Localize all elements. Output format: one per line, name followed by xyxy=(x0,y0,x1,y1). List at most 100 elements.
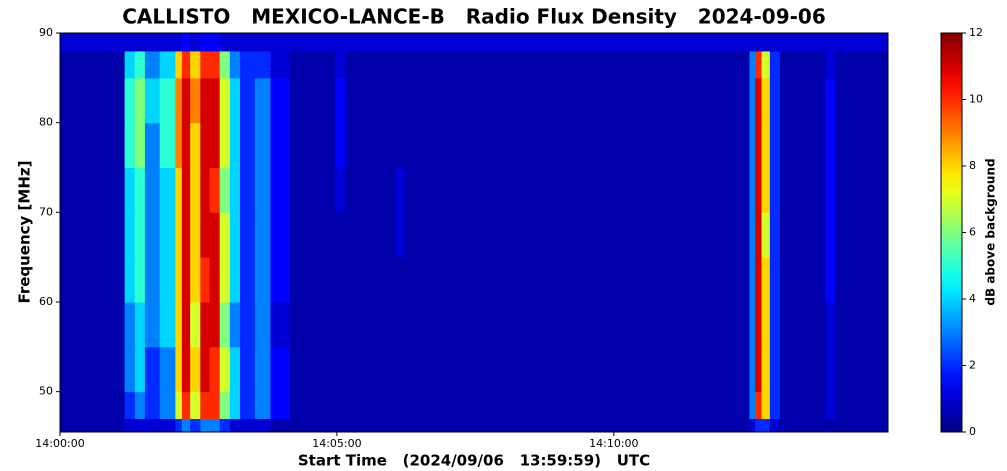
heatmap-cell xyxy=(159,346,176,393)
heatmap-cell xyxy=(755,167,763,213)
heatmap-cell xyxy=(395,33,406,52)
heatmap-cell xyxy=(134,301,146,348)
heatmap-cell xyxy=(200,50,211,79)
heatmap-cell xyxy=(124,50,136,79)
colorbar-tick-label: 12 xyxy=(969,26,983,39)
heatmap-cell xyxy=(124,391,136,420)
heatmap-cell xyxy=(270,122,291,168)
heatmap-cell xyxy=(219,212,231,258)
heatmap-cell xyxy=(755,50,763,79)
heatmap-cell xyxy=(175,33,183,52)
heatmap-cell xyxy=(335,122,346,168)
heatmap-cell xyxy=(755,77,763,124)
heatmap-cell xyxy=(219,77,231,124)
heatmap-cell xyxy=(755,391,763,420)
heatmap-cell xyxy=(124,257,136,303)
heatmap-cell xyxy=(780,418,826,433)
heatmap-cell xyxy=(395,122,406,168)
heatmap-cell xyxy=(270,33,291,52)
heatmap-cell xyxy=(209,257,221,303)
heatmap-cell xyxy=(240,212,256,258)
heatmap-cell xyxy=(229,212,241,258)
heatmap-cell xyxy=(229,50,241,79)
heatmap-cell xyxy=(345,301,396,348)
heatmap-cell xyxy=(835,418,889,433)
x-tick-label: 14:00:00 xyxy=(35,437,84,450)
heatmap-cell xyxy=(60,212,126,258)
heatmap-cell xyxy=(181,212,191,258)
heatmap-cell xyxy=(134,418,146,433)
heatmap-cell xyxy=(780,167,826,213)
heatmap-cell xyxy=(144,212,161,258)
heatmap-cell xyxy=(345,33,396,52)
heatmap-cell xyxy=(749,77,756,124)
heatmap-cell xyxy=(60,122,126,168)
heatmap-cell xyxy=(395,418,406,433)
heatmap-cell xyxy=(755,301,763,348)
heatmap-cell xyxy=(335,418,346,433)
heatmap-cell xyxy=(159,418,176,433)
y-tick-label: 80 xyxy=(39,116,53,129)
heatmap-cell xyxy=(254,122,271,168)
heatmap-cell xyxy=(405,33,751,52)
heatmap-cell xyxy=(289,346,336,393)
heatmap-cell xyxy=(395,77,406,124)
heatmap-cell xyxy=(219,418,231,433)
colorbar-tick-label: 2 xyxy=(969,359,976,372)
heatmap-cell xyxy=(345,50,396,79)
heatmap-cell xyxy=(749,167,756,213)
heatmap-cell xyxy=(175,418,183,433)
heatmap-cell xyxy=(209,346,221,393)
heatmap-cell xyxy=(175,391,183,420)
heatmap-cell xyxy=(181,167,191,213)
heatmap-cell xyxy=(780,33,826,52)
heatmap-cell xyxy=(229,33,241,52)
heatmap-cell xyxy=(144,346,161,393)
heatmap-cell xyxy=(270,418,291,433)
heatmap-cell xyxy=(159,257,176,303)
heatmap-cell xyxy=(229,77,241,124)
heatmap-cell xyxy=(159,301,176,348)
heatmap-cell xyxy=(780,301,826,348)
heatmap-cell xyxy=(835,301,889,348)
heatmap-cell xyxy=(60,301,126,348)
heatmap-cell xyxy=(240,33,256,52)
heatmap-cell xyxy=(175,50,183,79)
heatmap-cell xyxy=(144,167,161,213)
heatmap-cell xyxy=(405,391,751,420)
heatmap-cell xyxy=(175,122,183,168)
heatmap-cell xyxy=(780,212,826,258)
heatmap-cell xyxy=(60,391,126,420)
heatmap-cell xyxy=(229,257,241,303)
colorbar-tick-label: 6 xyxy=(969,226,976,239)
heatmap-cell xyxy=(229,391,241,420)
heatmap-cell xyxy=(240,301,256,348)
heatmap-cell xyxy=(219,301,231,348)
heatmap-cell xyxy=(229,418,241,433)
heatmap-cell xyxy=(755,212,763,258)
heatmap-cell xyxy=(761,167,771,213)
heatmap-cell xyxy=(835,212,889,258)
heatmap-cell xyxy=(60,33,126,52)
x-axis-label: Start Time (2024/09/06 13:59:59) UTC xyxy=(298,452,650,470)
heatmap-cell xyxy=(835,50,889,79)
heatmap-cell xyxy=(289,301,336,348)
heatmap-cell xyxy=(240,167,256,213)
heatmap-cell xyxy=(229,301,241,348)
heatmap-cell xyxy=(835,167,889,213)
heatmap-cell xyxy=(144,50,161,79)
heatmap-cell xyxy=(345,122,396,168)
heatmap-cell xyxy=(825,418,836,433)
heatmap-cell xyxy=(124,122,136,168)
heatmap-cell xyxy=(395,167,406,213)
heatmap-cell xyxy=(219,33,231,52)
heatmap xyxy=(60,33,889,433)
heatmap-cell xyxy=(270,257,291,303)
heatmap-cell xyxy=(134,391,146,420)
heatmap-cell xyxy=(124,167,136,213)
heatmap-cell xyxy=(240,346,256,393)
heatmap-cell xyxy=(181,77,191,124)
heatmap-cell xyxy=(190,212,201,258)
heatmap-cell xyxy=(335,50,346,79)
heatmap-cell xyxy=(769,212,781,258)
